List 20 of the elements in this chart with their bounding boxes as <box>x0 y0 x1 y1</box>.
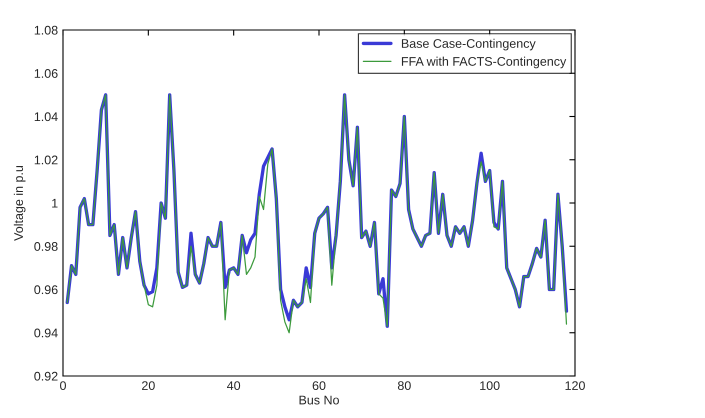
y-tick-label: 0.92 <box>34 372 58 381</box>
y-tick-label: 1.04 <box>34 112 58 122</box>
y-tick-label: 0.98 <box>34 242 58 251</box>
y-tick-label: 1 <box>52 198 58 208</box>
x-tick-label: 100 <box>480 381 500 390</box>
x-tick-label: 20 <box>142 381 155 390</box>
legend-label: FFA with FACTS-Contingency <box>402 56 566 68</box>
y-tick-label: 0.96 <box>34 285 58 294</box>
x-tick-label: 80 <box>398 381 411 390</box>
y-tick-label: 1.06 <box>34 69 58 78</box>
legend-label: Base Case-Contingency <box>402 38 536 50</box>
x-axis-title: Bus No <box>300 396 339 404</box>
x-tick-label: 60 <box>312 381 326 390</box>
x-tick-label: 0 <box>60 381 66 390</box>
y-tick-label: 0.94 <box>34 328 58 338</box>
y-axis-title: Voltage in p.u <box>14 166 26 241</box>
x-tick-label: 120 <box>566 381 585 390</box>
y-tick-label: 1.08 <box>34 26 58 35</box>
x-tick-label: 40 <box>227 381 240 390</box>
y-tick-label: 1.02 <box>34 156 58 164</box>
